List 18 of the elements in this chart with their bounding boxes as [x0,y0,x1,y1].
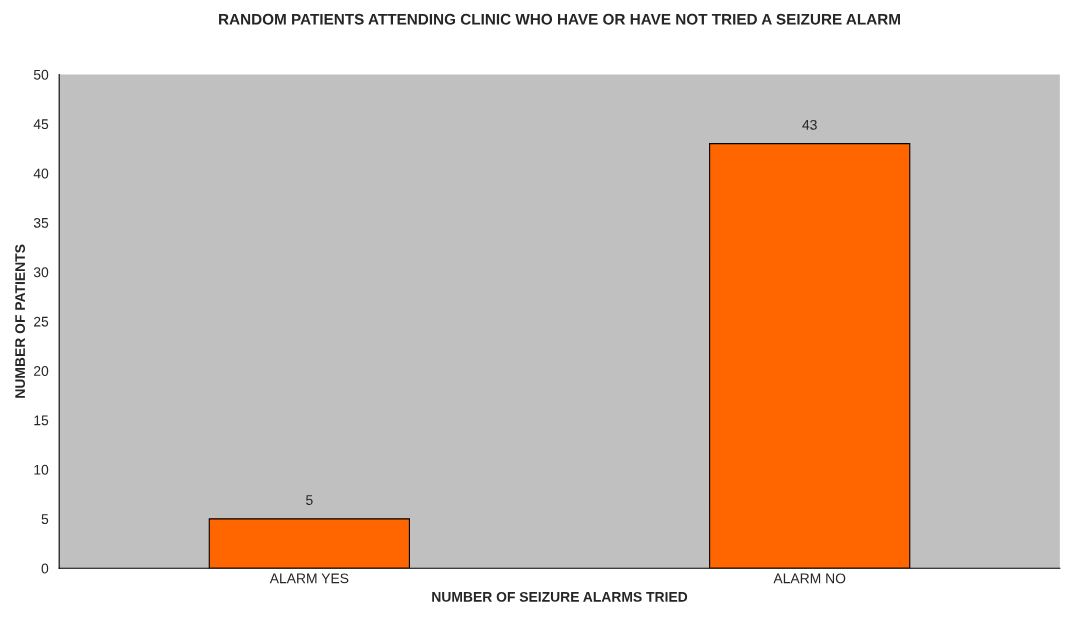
y-tick-label: 50 [33,69,49,80]
x-axis-title: NUMBER OF SEIZURE ALARMS TRIED [432,591,688,602]
y-tick-label: 25 [34,316,49,327]
y-tick-label: 10 [34,464,49,475]
x-tick-label: ALARM YES [269,573,349,584]
y-tick-label: 15 [34,415,49,426]
y-tick-label: 35 [33,217,49,228]
y-tick-label: 30 [33,267,49,278]
y-tick-label: 0 [41,563,49,574]
y-tick-label: 45 [33,119,49,130]
y-tick-label: 20 [34,366,49,376]
y-axis-title: NUMBER OF PATIENTS [15,244,26,398]
x-tick-label: ALARM NO [773,573,846,584]
y-tick-label: 5 [41,514,49,525]
data-label: 5 [306,495,313,505]
chart-title: RANDOM PATIENTS ATTENDING CLINIC WHO HAVE OR HAVE NOT TRIED A SEIZURE ALARM [219,13,900,25]
y-tick-label: 40 [33,168,49,179]
data-label: 43 [802,119,817,130]
